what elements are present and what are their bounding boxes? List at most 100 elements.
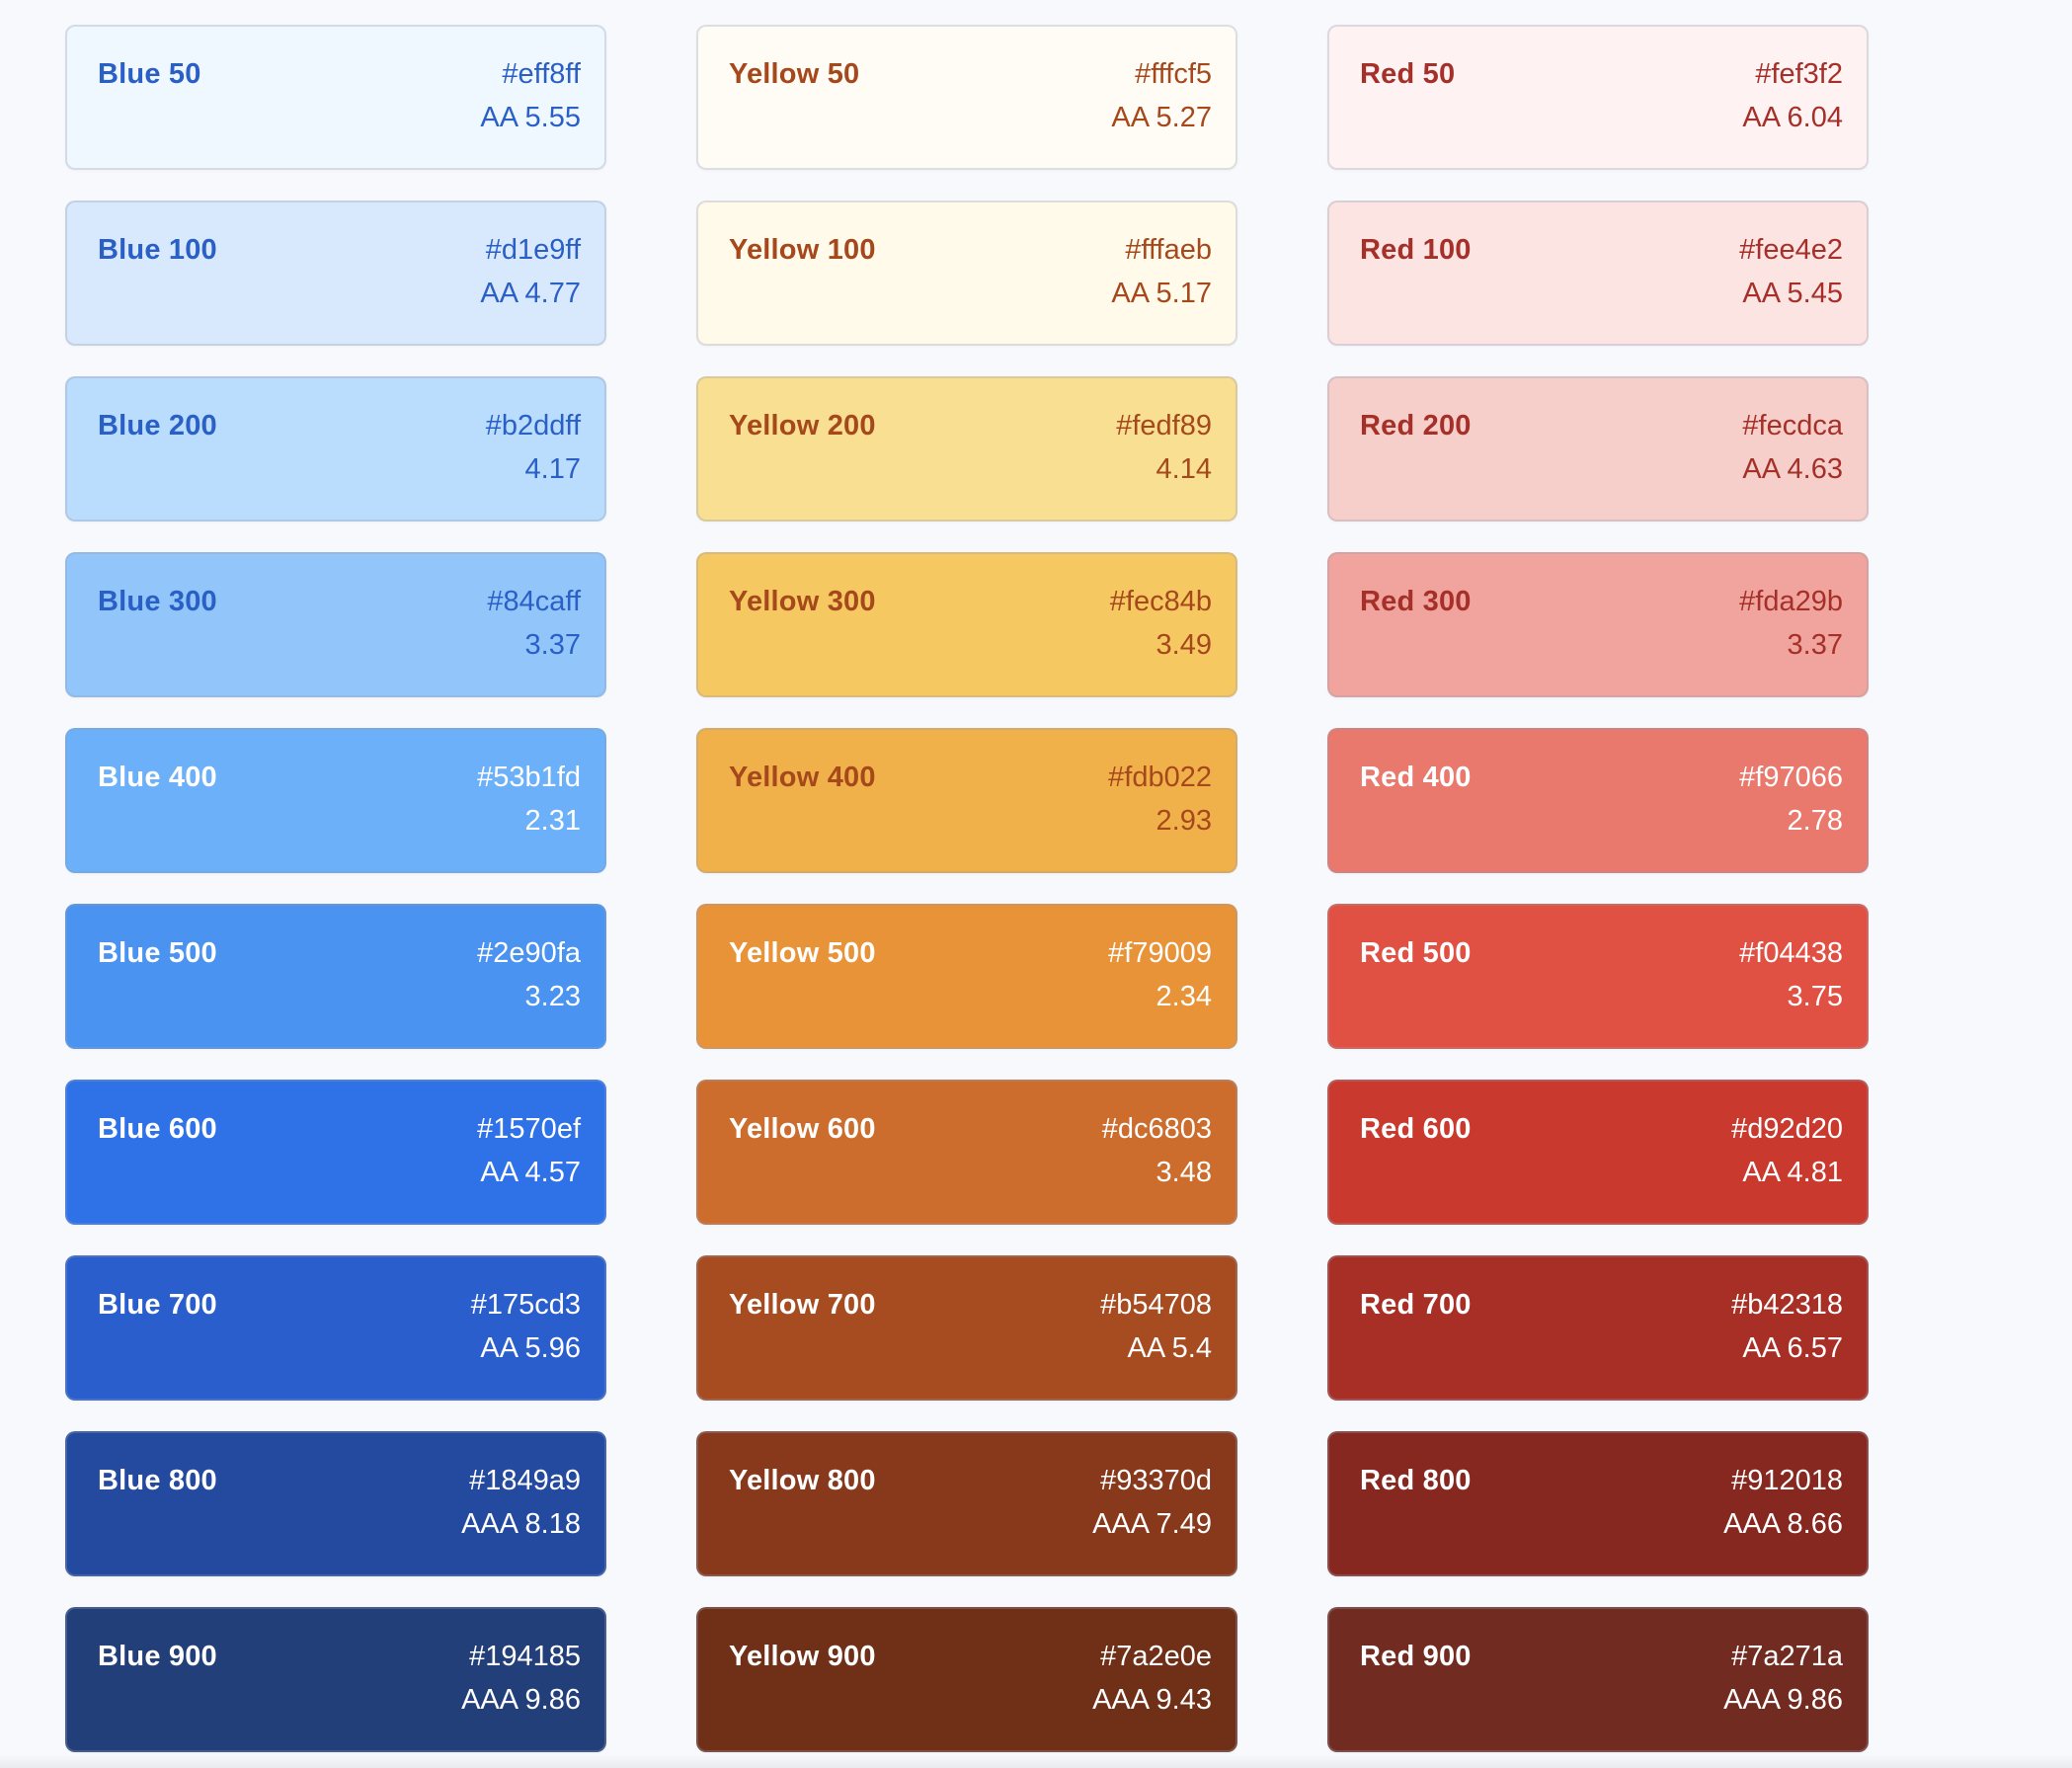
swatch-yellow-400[interactable]: Yellow 400 #fdb022 2.93 <box>696 728 1237 873</box>
swatch-name: Yellow 100 <box>729 234 876 266</box>
swatch-hex: #b54708 <box>1100 1289 1212 1321</box>
swatch-blue-300[interactable]: Blue 300 #84caff 3.37 <box>65 552 606 697</box>
swatch-yellow-800[interactable]: Yellow 800 #93370d AAA 7.49 <box>696 1431 1237 1576</box>
swatch-name: Blue 200 <box>98 410 217 442</box>
swatch-contrast: AAA 8.66 <box>1723 1508 1843 1540</box>
swatch-hex: #fecdca <box>1742 410 1843 442</box>
swatch-hex: #fee4e2 <box>1739 234 1843 266</box>
swatch-hex: #fda29b <box>1739 586 1843 617</box>
swatch-yellow-900[interactable]: Yellow 900 #7a2e0e AAA 9.43 <box>696 1607 1237 1752</box>
swatch-hex: #d92d20 <box>1731 1113 1843 1145</box>
swatch-yellow-50[interactable]: Yellow 50 #fffcf5 AA 5.27 <box>696 25 1237 170</box>
swatch-hex: #dc6803 <box>1101 1113 1212 1145</box>
swatch-contrast: 4.17 <box>524 453 581 485</box>
swatch-contrast: 2.78 <box>1787 805 1843 837</box>
swatch-name: Yellow 800 <box>729 1465 876 1496</box>
swatch-red-900[interactable]: Red 900 #7a271a AAA 9.86 <box>1327 1607 1869 1752</box>
swatch-hex: #fedf89 <box>1116 410 1212 442</box>
swatch-contrast: AA 5.4 <box>1127 1332 1212 1364</box>
swatch-red-200[interactable]: Red 200 #fecdca AA 4.63 <box>1327 376 1869 522</box>
swatch-yellow-500[interactable]: Yellow 500 #f79009 2.34 <box>696 904 1237 1049</box>
swatch-red-600[interactable]: Red 600 #d92d20 AA 4.81 <box>1327 1080 1869 1225</box>
swatch-blue-50[interactable]: Blue 50 #eff8ff AA 5.55 <box>65 25 606 170</box>
swatch-hex: #84caff <box>487 586 581 617</box>
swatch-hex: #fdb022 <box>1108 762 1212 793</box>
swatch-yellow-700[interactable]: Yellow 700 #b54708 AA 5.4 <box>696 1255 1237 1401</box>
swatch-hex: #175cd3 <box>470 1289 581 1321</box>
palette-grid: Blue 50 #eff8ff AA 5.55 Blue 100 #d1e9ff AA 4… <box>65 25 1869 1752</box>
swatch-hex: #93370d <box>1100 1465 1212 1496</box>
swatch-contrast: 3.23 <box>524 981 581 1012</box>
swatch-contrast: 3.48 <box>1156 1157 1212 1188</box>
swatch-hex: #1570ef <box>477 1113 581 1145</box>
swatch-hex: #d1e9ff <box>485 234 581 266</box>
swatch-contrast: AAA 7.49 <box>1092 1508 1212 1540</box>
swatch-contrast: 3.37 <box>1787 629 1843 661</box>
swatch-blue-100[interactable]: Blue 100 #d1e9ff AA 4.77 <box>65 201 606 346</box>
swatch-hex: #b42318 <box>1731 1289 1843 1321</box>
swatch-contrast: 3.49 <box>1156 629 1212 661</box>
swatch-name: Red 900 <box>1360 1641 1472 1672</box>
swatch-contrast: AA 5.17 <box>1111 278 1212 309</box>
swatch-name: Red 300 <box>1360 586 1472 617</box>
swatch-hex: #194185 <box>469 1641 581 1672</box>
swatch-blue-500[interactable]: Blue 500 #2e90fa 3.23 <box>65 904 606 1049</box>
swatch-contrast: AA 5.96 <box>480 1332 581 1364</box>
column-red: Red 50 #fef3f2 AA 6.04 Red 100 #fee4e2 AA 5.4… <box>1327 25 1869 1752</box>
swatch-hex: #7a271a <box>1731 1641 1843 1672</box>
swatch-contrast: 2.31 <box>524 805 581 837</box>
swatch-blue-400[interactable]: Blue 400 #53b1fd 2.31 <box>65 728 606 873</box>
swatch-name: Yellow 300 <box>729 586 876 617</box>
swatch-yellow-600[interactable]: Yellow 600 #dc6803 3.48 <box>696 1080 1237 1225</box>
swatch-hex: #eff8ff <box>502 58 581 90</box>
swatch-name: Blue 50 <box>98 58 201 90</box>
swatch-name: Yellow 400 <box>729 762 876 793</box>
swatch-name: Blue 800 <box>98 1465 217 1496</box>
swatch-red-100[interactable]: Red 100 #fee4e2 AA 5.45 <box>1327 201 1869 346</box>
swatch-contrast: 2.34 <box>1156 981 1212 1012</box>
swatch-yellow-100[interactable]: Yellow 100 #fffaeb AA 5.17 <box>696 201 1237 346</box>
swatch-contrast: 4.14 <box>1156 453 1212 485</box>
swatch-blue-900[interactable]: Blue 900 #194185 AAA 9.86 <box>65 1607 606 1752</box>
swatch-hex: #1849a9 <box>469 1465 581 1496</box>
swatch-contrast: 2.93 <box>1156 805 1212 837</box>
swatch-blue-700[interactable]: Blue 700 #175cd3 AA 5.96 <box>65 1255 606 1401</box>
swatch-name: Red 400 <box>1360 762 1472 793</box>
swatch-hex: #53b1fd <box>477 762 581 793</box>
swatch-contrast: AA 5.27 <box>1111 102 1212 133</box>
swatch-contrast: AAA 9.86 <box>461 1684 581 1716</box>
swatch-hex: #2e90fa <box>477 937 581 969</box>
swatch-contrast: AA 4.63 <box>1742 453 1843 485</box>
swatch-name: Blue 100 <box>98 234 217 266</box>
swatch-red-50[interactable]: Red 50 #fef3f2 AA 6.04 <box>1327 25 1869 170</box>
swatch-hex: #f04438 <box>1739 937 1843 969</box>
swatch-name: Blue 400 <box>98 762 217 793</box>
swatch-yellow-300[interactable]: Yellow 300 #fec84b 3.49 <box>696 552 1237 697</box>
swatch-contrast: 3.37 <box>524 629 581 661</box>
swatch-name: Blue 700 <box>98 1289 217 1321</box>
swatch-name: Red 800 <box>1360 1465 1472 1496</box>
swatch-red-800[interactable]: Red 800 #912018 AAA 8.66 <box>1327 1431 1869 1576</box>
swatch-red-500[interactable]: Red 500 #f04438 3.75 <box>1327 904 1869 1049</box>
swatch-blue-200[interactable]: Blue 200 #b2ddff 4.17 <box>65 376 606 522</box>
swatch-contrast: AA 6.04 <box>1742 102 1843 133</box>
swatch-contrast: 3.75 <box>1787 981 1843 1012</box>
swatch-red-700[interactable]: Red 700 #b42318 AA 6.57 <box>1327 1255 1869 1401</box>
swatch-red-400[interactable]: Red 400 #f97066 2.78 <box>1327 728 1869 873</box>
swatch-hex: #912018 <box>1731 1465 1843 1496</box>
swatch-hex: #f97066 <box>1739 762 1843 793</box>
swatch-hex: #fffcf5 <box>1135 58 1212 90</box>
swatch-name: Yellow 600 <box>729 1113 876 1145</box>
swatch-name: Blue 900 <box>98 1641 217 1672</box>
swatch-name: Red 600 <box>1360 1113 1472 1145</box>
swatch-hex: #fef3f2 <box>1755 58 1843 90</box>
swatch-hex: #b2ddff <box>485 410 581 442</box>
swatch-hex: #fec84b <box>1109 586 1212 617</box>
swatch-blue-600[interactable]: Blue 600 #1570ef AA 4.57 <box>65 1080 606 1225</box>
swatch-name: Blue 500 <box>98 937 217 969</box>
swatch-red-300[interactable]: Red 300 #fda29b 3.37 <box>1327 552 1869 697</box>
swatch-blue-800[interactable]: Blue 800 #1849a9 AAA 8.18 <box>65 1431 606 1576</box>
swatch-name: Yellow 200 <box>729 410 876 442</box>
swatch-yellow-200[interactable]: Yellow 200 #fedf89 4.14 <box>696 376 1237 522</box>
swatch-name: Red 700 <box>1360 1289 1472 1321</box>
